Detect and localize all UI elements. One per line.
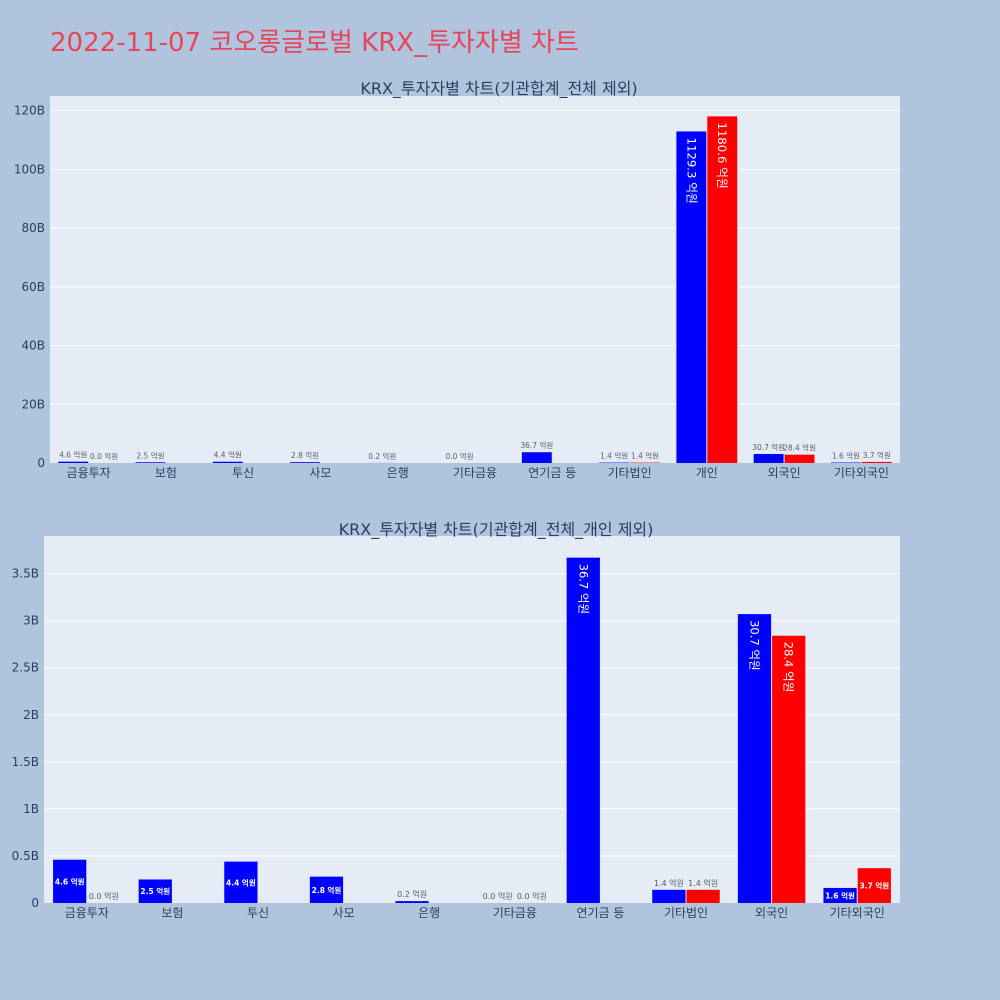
x-tick-label: 금융투자 [67,466,111,480]
data-label: 0.2 억원 [368,452,396,461]
data-label: 4.4 억원 [226,877,256,887]
buy-bar [212,461,243,463]
buy-bar [309,876,344,903]
data-label: 30.7 억원 [747,620,761,670]
sell-bar [707,116,738,463]
y-tick-label: 0 [37,456,45,470]
data-label: 1129.3 억원 [684,137,698,203]
data-label: 1.4 억원 [631,452,659,461]
data-label: 1.4 억원 [688,878,718,888]
page-title: 2022-11-07 코오롱글로벌 KRX_투자자별 차트 [50,28,579,58]
data-label: 28.4 억원 [783,444,816,453]
buy-bar [58,461,89,463]
x-tick-label: 외국인 [755,906,788,920]
chart-title: KRX_투자자별 차트(기관합계_전체_개인 제외) [339,520,654,540]
x-tick-label: 연기금 등 [576,906,624,920]
buy-bar [135,462,166,463]
data-label: 0.0 억원 [89,891,119,901]
x-tick-label: 기타금융 [453,466,497,480]
y-tick-label: 100B [14,162,45,176]
data-label: 1.4 억원 [600,452,628,461]
y-tick-label: 60B [21,280,45,294]
y-tick-label: 80B [21,221,45,235]
data-label: 4.6 억원 [59,451,87,460]
y-tick-label: 1.5B [12,755,39,769]
x-tick-label: 은행 [418,905,440,920]
investor-chart-excl-individual: KRX_투자자별 차트(기관합계_전체_개인 제외) 0 0.5B 1B 1.5B 2B 2… [12,520,900,920]
sell-bar [857,868,891,903]
data-label: 0.2 억원 [397,889,427,899]
buy-bar [224,861,258,903]
plot-area [44,536,900,903]
x-tick-label: 사모 [333,906,355,920]
data-label: 2.5 억원 [136,451,164,460]
data-label: 36.7 억원 [520,441,553,450]
x-tick-label: 개인 [696,466,718,480]
y-tick-label: 20B [21,397,45,411]
x-tick-label: 외국인 [768,466,801,480]
y-tick-label: 1B [23,802,39,816]
buy-bar [753,453,784,463]
data-label: 36.7 억원 [576,564,590,614]
buy-bar [53,859,87,903]
x-tick-label: 연기금 등 [528,466,576,480]
data-label: 2.8 억원 [291,451,319,460]
x-tick-label: 기타외국인 [834,466,889,480]
data-label: 30.7 억원 [752,443,785,452]
sell-bar [686,889,720,903]
buy-bar [290,462,320,463]
sell-bar [861,461,892,463]
buy-bar [737,614,772,903]
plot-area [50,96,900,463]
data-label: 3.7 억원 [859,881,889,891]
data-label: 1.6 억원 [832,452,860,461]
investor-chart-all: KRX_투자자별 차트(기관합계_전체 제외) 0 20B 40B 60B 80B 100B… [14,79,900,480]
x-tick-label: 은행 [387,465,409,480]
data-label: 2.5 억원 [140,886,170,896]
buy-bar [676,131,707,464]
x-tick-label: 보험 [155,466,177,480]
data-label: 3.7 억원 [863,451,891,460]
buy-bar [521,452,552,463]
x-tick-label: 기타법인 [607,466,651,480]
y-tick-label: 2B [23,708,39,722]
y-tick-label: 2.5B [12,661,39,675]
x-tick-label: 사모 [309,466,331,480]
y-tick-label: 0.5B [12,849,39,863]
data-label: 0.0 억원 [517,891,547,901]
x-tick-label: 기타금융 [493,906,537,920]
data-label: 1.4 억원 [654,878,684,888]
buy-bar [395,901,429,903]
data-label: 2.8 억원 [312,885,342,895]
buy-bar [566,557,600,903]
x-tick-label: 기타법인 [664,906,708,920]
chart-title: KRX_투자자별 차트(기관합계_전체 제외) [360,79,637,99]
y-tick-label: 3.5B [12,567,39,581]
x-tick-label: 기타외국인 [830,906,885,920]
data-label: 4.4 억원 [214,451,242,460]
data-label: 1.6 억원 [825,890,855,900]
data-label: 28.4 억원 [782,642,796,692]
y-tick-label: 40B [21,339,45,353]
data-label: 0.0 억원 [90,452,118,461]
y-tick-label: 3B [23,614,39,628]
y-tick-label: 120B [14,104,45,118]
data-label: 4.6 억원 [55,876,85,886]
buy-bar [138,879,172,903]
buy-bar [652,889,686,903]
x-tick-label: 금융투자 [65,906,109,920]
data-label: 0.0 억원 [483,891,513,901]
y-tick-label: 0 [31,896,39,910]
data-label: 0.0 억원 [445,452,473,461]
x-tick-label: 투신 [247,906,269,920]
sell-bar [772,635,806,903]
sell-bar [784,454,815,463]
x-tick-label: 투신 [232,466,254,480]
x-tick-label: 보험 [161,906,183,920]
data-label: 1180.6 억원 [715,122,729,188]
buy-bar [823,887,857,903]
